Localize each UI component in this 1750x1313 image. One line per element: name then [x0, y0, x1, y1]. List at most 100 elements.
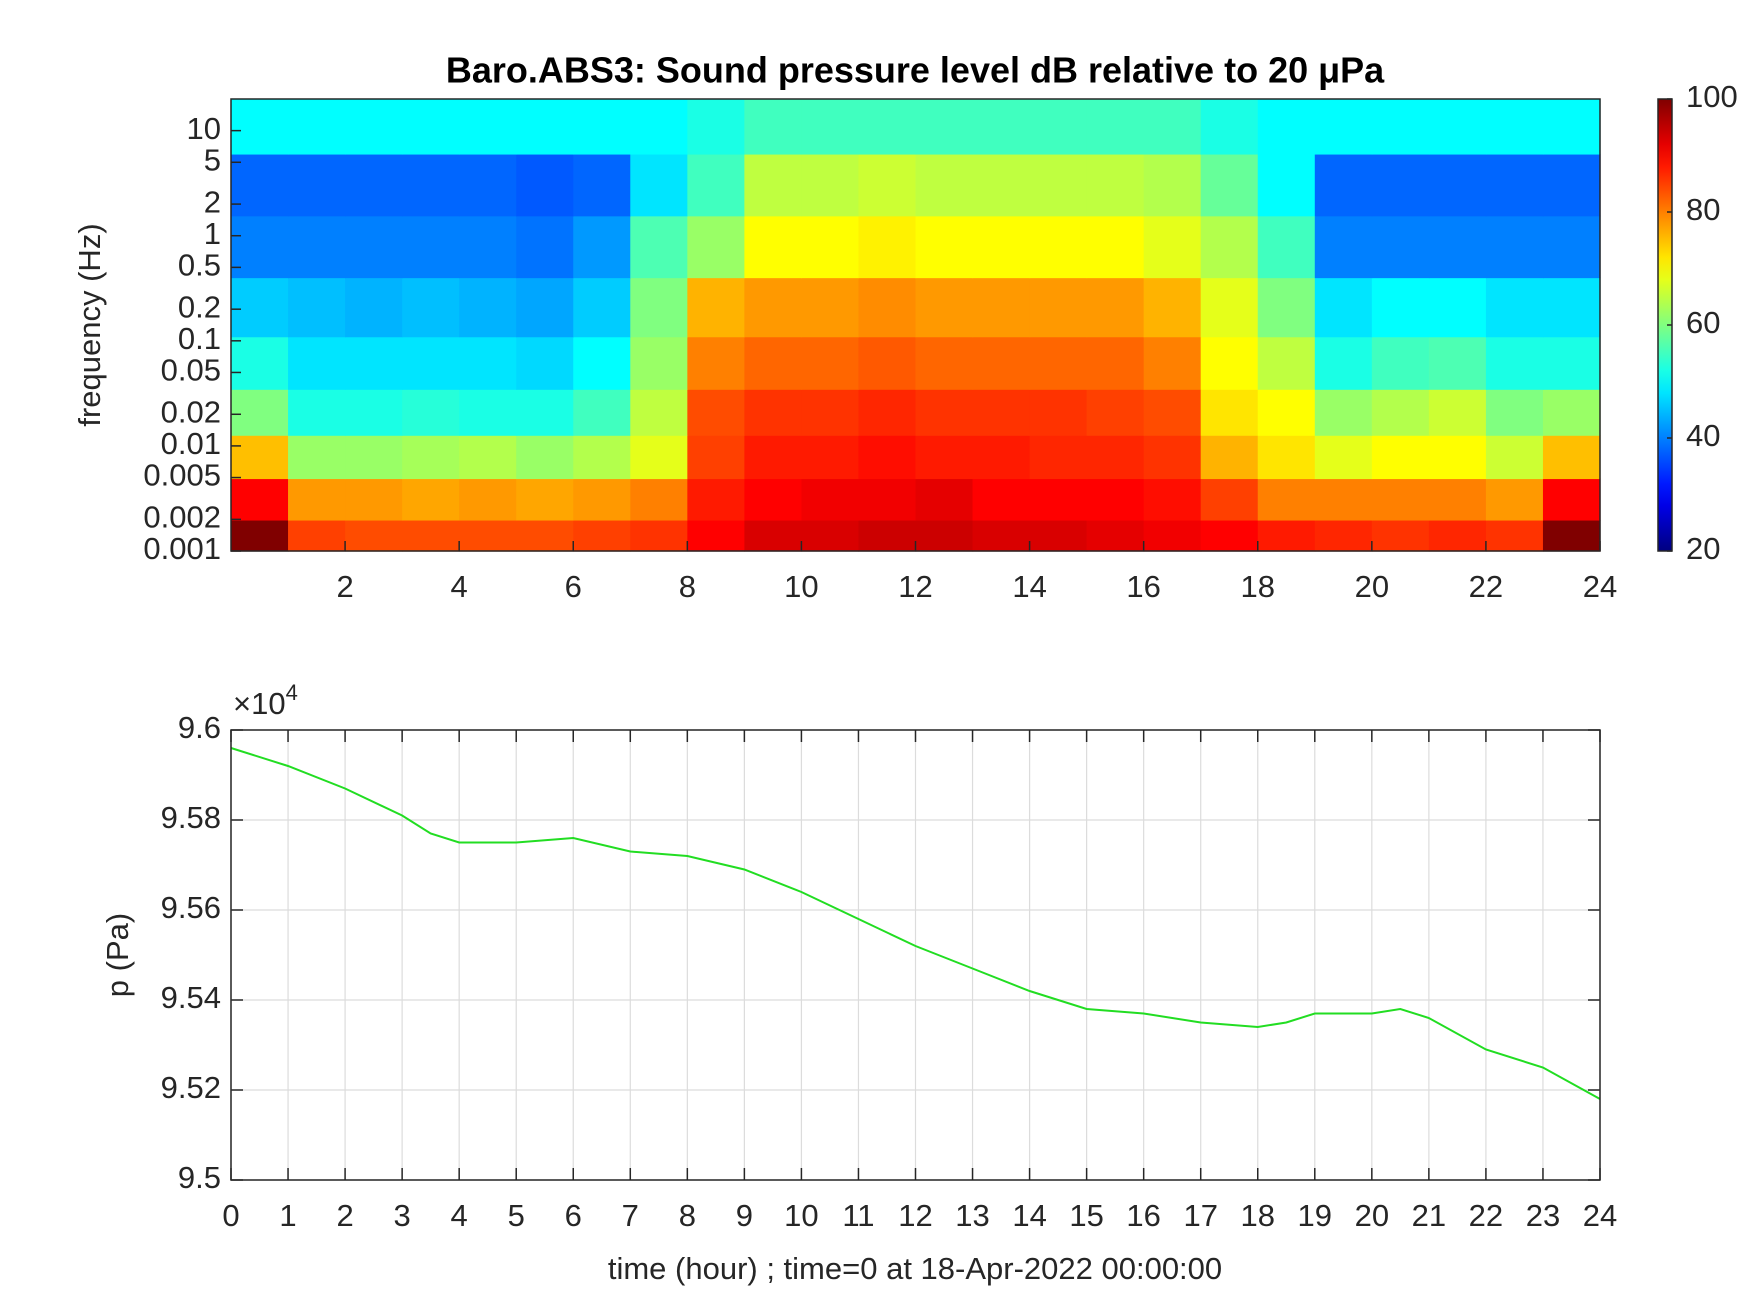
- heatmap-cell: [288, 277, 346, 338]
- y-tick-label: 0.002: [143, 500, 221, 535]
- x-tick-label: 24: [1583, 1198, 1617, 1233]
- heatmap-cell: [1314, 99, 1373, 155]
- heatmap-cell: [858, 153, 917, 217]
- heatmap-cell: [402, 277, 460, 338]
- heatmap-cell: [630, 215, 688, 279]
- heatmap-cell: [459, 478, 517, 521]
- heatmap-cell: [402, 389, 460, 436]
- x-tick-label: 20: [1355, 569, 1389, 604]
- x-tick-label: 20: [1355, 1198, 1389, 1233]
- x-tick-label: 10: [784, 1198, 818, 1233]
- heatmap-cell: [744, 336, 803, 390]
- heatmap-cell: [1143, 215, 1202, 279]
- heatmap-cell: [231, 99, 289, 155]
- heatmap-cell: [1029, 478, 1088, 521]
- heatmap-cell: [231, 478, 289, 521]
- heatmap-cell: [1029, 336, 1088, 390]
- heatmap-cell: [516, 478, 574, 521]
- x-tick-label: 10: [784, 569, 818, 604]
- y-tick-label: 10: [187, 111, 221, 146]
- heatmap-cell: [630, 277, 688, 338]
- exponent-base: ×10: [233, 686, 286, 721]
- heatmap-cell: [516, 153, 574, 217]
- heatmap-cell: [1086, 99, 1145, 155]
- heatmap-cell: [858, 99, 917, 155]
- heatmap-cell: [459, 277, 517, 338]
- x-tick-label: 2: [336, 569, 353, 604]
- heatmap-cell: [573, 153, 631, 217]
- heatmap-cell: [1485, 99, 1544, 155]
- heatmap-cell: [1029, 435, 1088, 480]
- heatmap-cell: [1143, 478, 1202, 521]
- heatmap-cell: [915, 435, 974, 480]
- heatmap-cell: [1485, 435, 1544, 480]
- heatmap-cell: [231, 215, 289, 279]
- heatmap-cell: [972, 435, 1031, 480]
- heatmap-cell: [630, 478, 688, 521]
- heatmap-cell: [801, 389, 860, 436]
- heatmap-cell: [1542, 277, 1601, 338]
- heatmap-cell: [972, 153, 1031, 217]
- heatmap-cell: [516, 277, 574, 338]
- heatmap-cell: [1314, 478, 1373, 521]
- heatmap-cell: [1200, 336, 1259, 390]
- heatmap-cell: [1371, 99, 1430, 155]
- heatmap-cell: [573, 389, 631, 436]
- x-tick-label: 12: [898, 569, 932, 604]
- heatmap-cell: [1029, 277, 1088, 338]
- heatmap-cell: [687, 519, 745, 552]
- heatmap-cell: [231, 519, 289, 552]
- heatmap-cell: [1200, 215, 1259, 279]
- x-tick-label: 1: [279, 1198, 296, 1233]
- heatmap-cell: [1428, 99, 1487, 155]
- heatmap-cell: [1200, 389, 1259, 436]
- heatmap-cell: [1257, 435, 1316, 480]
- heatmap-cell: [630, 519, 688, 552]
- heatmap-cell: [801, 153, 860, 217]
- heatmap-cell: [402, 99, 460, 155]
- heatmap-cell: [1542, 99, 1601, 155]
- heatmap-cell: [630, 99, 688, 155]
- heatmap-cell: [1314, 336, 1373, 390]
- heatmap-cell: [801, 435, 860, 480]
- y-tick-label: 9.54: [161, 980, 221, 1015]
- heatmap-cell: [1542, 519, 1601, 552]
- heatmap-cell: [1200, 99, 1259, 155]
- heatmap-cell: [1257, 277, 1316, 338]
- heatmap-cell: [1200, 277, 1259, 338]
- heatmap-cell: [687, 153, 745, 217]
- heatmap-cell: [972, 336, 1031, 390]
- heatmap-cell: [1371, 478, 1430, 521]
- heatmap-cell: [687, 336, 745, 390]
- heatmap-cell: [1086, 389, 1145, 436]
- heatmap-cell: [1086, 336, 1145, 390]
- heatmap-cell: [1200, 519, 1259, 552]
- heatmap-cell: [1542, 336, 1601, 390]
- heatmap-cell: [1371, 435, 1430, 480]
- y-axis-label: p (Pa): [100, 913, 135, 997]
- x-tick-label: 17: [1183, 1198, 1217, 1233]
- heatmap-cell: [801, 336, 860, 390]
- heatmap-cell: [1086, 277, 1145, 338]
- x-tick-label: 3: [394, 1198, 411, 1233]
- heatmap-cell: [1428, 277, 1487, 338]
- heatmap-cell: [1143, 519, 1202, 552]
- heatmap-cell: [459, 519, 517, 552]
- x-tick-label: 9: [736, 1198, 753, 1233]
- heatmap-cell: [1200, 153, 1259, 217]
- heatmap-cell: [858, 277, 917, 338]
- heatmap-cell: [1143, 153, 1202, 217]
- heatmap-cell: [402, 215, 460, 279]
- heatmap-cell: [801, 519, 860, 552]
- x-tick-label: 22: [1469, 1198, 1503, 1233]
- heatmap-cell: [744, 153, 803, 217]
- heatmap-cell: [858, 215, 917, 279]
- heatmap-cell: [915, 277, 974, 338]
- y-tick-label: 9.5: [178, 1160, 221, 1195]
- y-tick-label: 0.01: [161, 426, 221, 461]
- heatmap-cell: [744, 389, 803, 436]
- heatmap-cell: [573, 336, 631, 390]
- y-tick-label: 0.05: [161, 353, 221, 388]
- heatmap-cell: [915, 99, 974, 155]
- heatmap-cell: [630, 153, 688, 217]
